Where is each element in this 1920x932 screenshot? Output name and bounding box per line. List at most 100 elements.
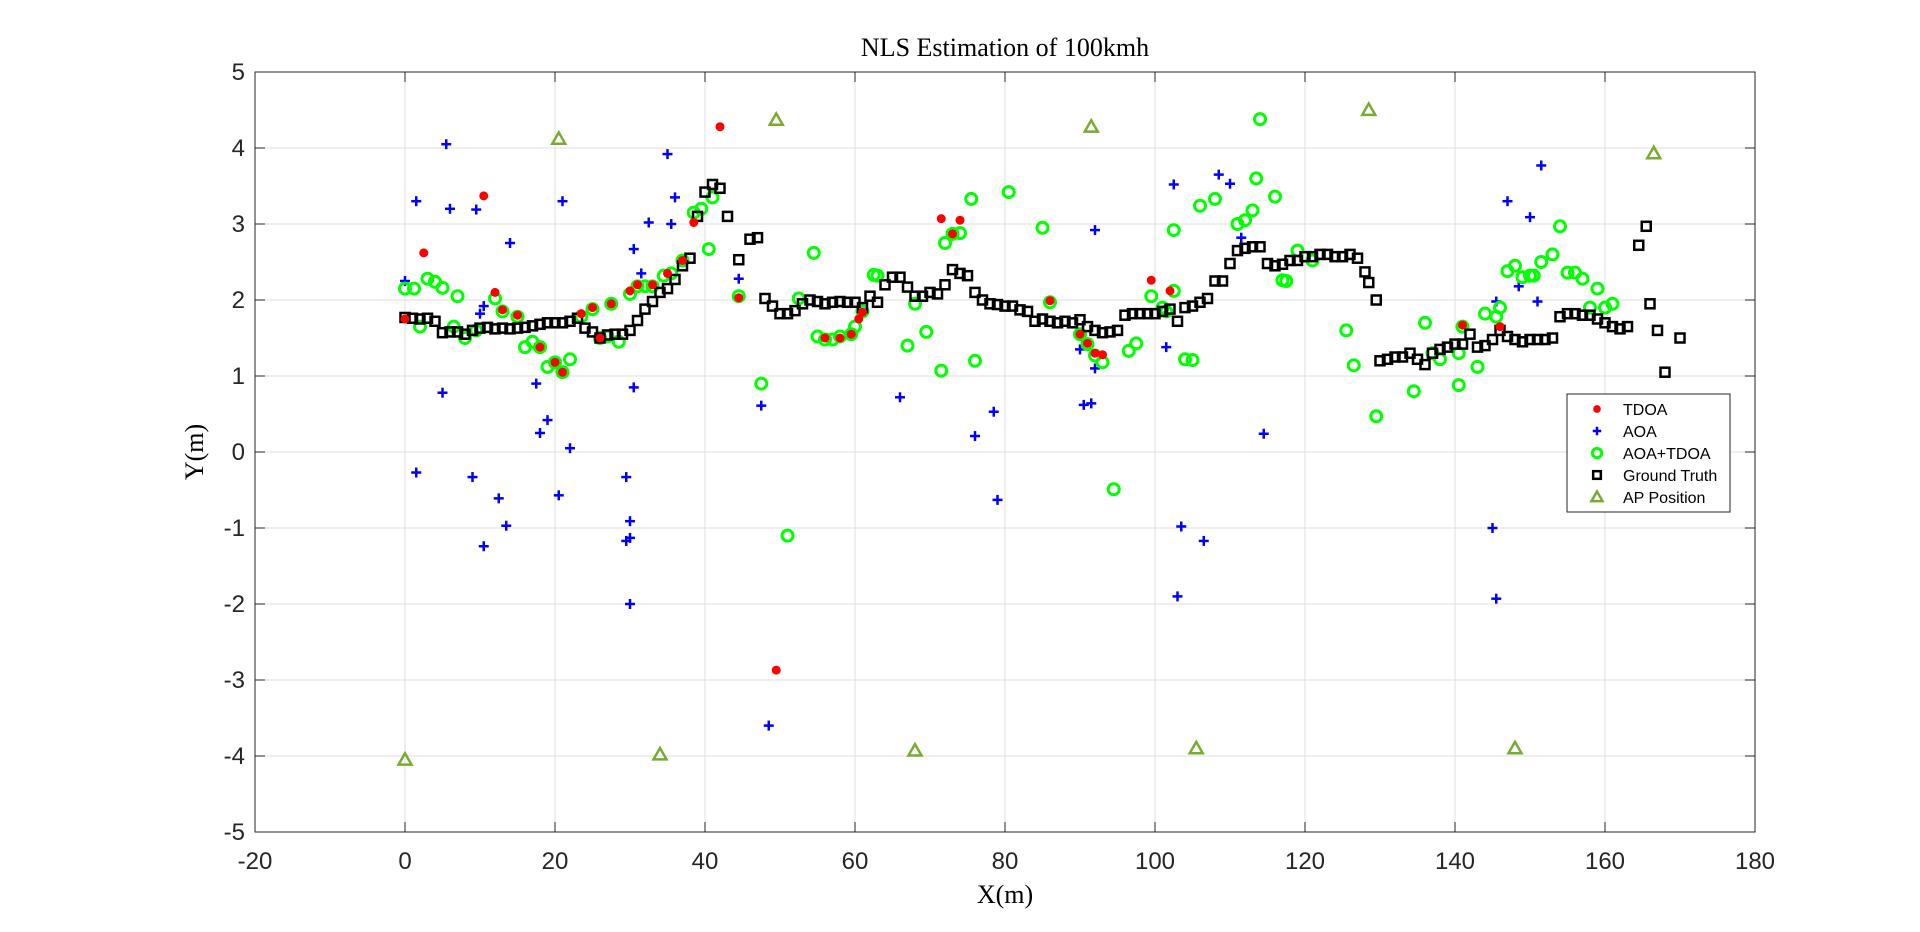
data-point (1539, 333, 1551, 346)
y-tick-label: -4 (224, 743, 245, 770)
data-point (854, 314, 864, 324)
data-point (834, 295, 846, 308)
data-point (1464, 328, 1476, 340)
data-point (475, 308, 485, 319)
data-point (662, 149, 673, 160)
data-point (909, 290, 921, 302)
data-point (398, 281, 412, 296)
data-point (1090, 348, 1100, 358)
x-tick-label: -20 (238, 848, 273, 875)
data-point (1082, 117, 1100, 133)
data-point (1336, 250, 1349, 263)
data-point (550, 357, 560, 367)
data-point (1419, 358, 1431, 371)
data-point (954, 267, 966, 280)
x-tick-label: 180 (1735, 848, 1775, 875)
data-point (1605, 296, 1620, 311)
data-point (1245, 203, 1260, 218)
data-point (714, 182, 726, 195)
data-point (871, 296, 884, 309)
data-point (628, 382, 639, 393)
data-point (968, 353, 982, 368)
data-point (1370, 294, 1382, 306)
data-point (733, 253, 745, 266)
data-point (1164, 303, 1176, 315)
legend-marker (1589, 488, 1605, 503)
data-point (526, 320, 539, 332)
data-point (1526, 268, 1541, 283)
data-point (1546, 332, 1559, 344)
data-point (633, 280, 642, 290)
data-point (774, 307, 786, 320)
data-point (1486, 333, 1499, 346)
data-point (1213, 169, 1224, 180)
data-point (1321, 248, 1334, 261)
data-point (1406, 384, 1421, 399)
data-point (435, 280, 450, 295)
data-point (1614, 323, 1626, 335)
data-point (1129, 336, 1144, 351)
data-point (767, 110, 785, 127)
data-point (1458, 320, 1467, 330)
data-point (1561, 307, 1574, 320)
data-point (1098, 350, 1107, 360)
x-tick-label: 20 (542, 848, 569, 875)
legend-marker (1590, 446, 1604, 460)
data-point (625, 516, 635, 527)
data-point (1096, 326, 1109, 339)
data-point (961, 269, 974, 282)
data-point (701, 242, 716, 257)
data-point (1051, 317, 1064, 329)
x-tick-label: 80 (992, 848, 1019, 875)
x-tick-label: 160 (1585, 848, 1625, 875)
data-point (1659, 366, 1671, 378)
legend-entry: AOA+TDOA (1623, 446, 1711, 463)
data-point (407, 281, 421, 296)
data-point (1238, 213, 1252, 228)
data-point (1359, 266, 1371, 278)
data-point (864, 290, 876, 302)
data-point (1495, 322, 1505, 332)
data-point (1166, 223, 1181, 238)
data-point (421, 312, 434, 324)
series-ap-position (396, 100, 1663, 766)
data-point (1209, 275, 1221, 287)
data-point (1479, 339, 1491, 352)
data-point (1569, 307, 1581, 320)
data-point (1674, 332, 1686, 344)
x-tick-label: 40 (692, 848, 719, 875)
data-point (565, 443, 575, 454)
data-series (396, 100, 1686, 766)
data-point (1231, 244, 1244, 257)
data-point (1236, 232, 1247, 243)
data-point (1045, 296, 1055, 306)
data-point (780, 528, 795, 543)
data-point (1014, 304, 1026, 316)
data-point (542, 415, 553, 426)
data-point (489, 323, 501, 335)
data-point (1246, 241, 1259, 253)
data-point (870, 268, 885, 283)
data-point (1329, 250, 1341, 263)
data-point (1134, 307, 1146, 320)
data-point (1279, 274, 1294, 288)
data-point (1106, 482, 1121, 497)
data-point (1516, 336, 1529, 348)
data-point (478, 301, 489, 312)
data-point (493, 493, 504, 504)
data-point (678, 255, 687, 265)
data-point (519, 321, 531, 334)
data-point (988, 406, 999, 417)
data-point (661, 282, 674, 295)
data-point (1560, 265, 1575, 280)
legend-marker (1591, 469, 1603, 481)
data-point (420, 271, 435, 286)
data-point (396, 750, 414, 766)
data-point (511, 322, 524, 334)
data-point (531, 378, 542, 389)
data-point (445, 203, 455, 214)
data-point (1351, 252, 1364, 264)
data-point (820, 333, 830, 343)
y-axis-label: Y(m) (180, 424, 209, 480)
data-point (846, 329, 856, 339)
